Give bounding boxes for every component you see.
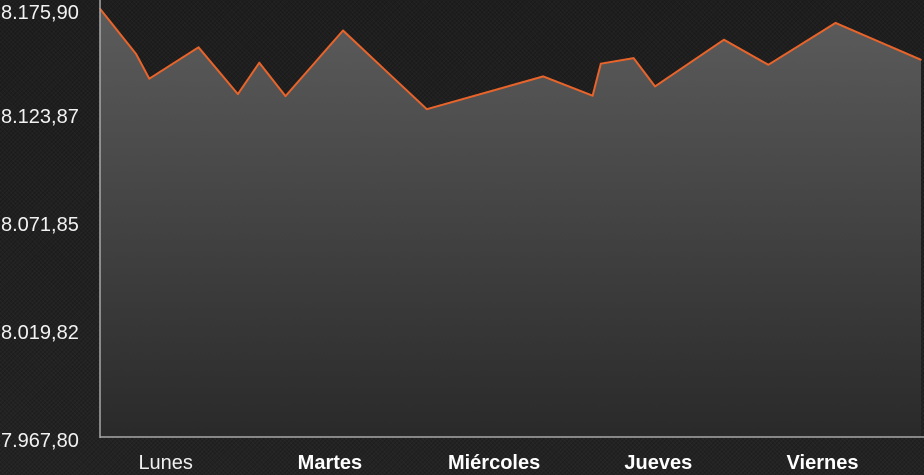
series-0-area bbox=[100, 8, 921, 437]
x-tick-label: Viernes bbox=[787, 452, 859, 474]
data-point bbox=[723, 38, 725, 41]
data-point bbox=[197, 46, 200, 49]
data-point bbox=[920, 59, 922, 61]
data-point bbox=[135, 53, 137, 55]
data-point bbox=[600, 62, 602, 65]
axis-layer bbox=[99, 0, 924, 438]
data-point bbox=[426, 108, 428, 110]
data-point bbox=[258, 61, 261, 64]
data-point bbox=[237, 93, 239, 95]
data-point bbox=[591, 94, 594, 97]
data-point bbox=[834, 22, 837, 24]
x-tick-label: Lunes bbox=[138, 452, 193, 474]
y-axis-labels: 8.175,90 8.123,87 8.071,85 8.019,82 7.967,80 bbox=[1, 2, 79, 452]
data-point bbox=[767, 64, 770, 66]
data-point bbox=[342, 29, 344, 32]
line-layer bbox=[99, 7, 922, 111]
data-point bbox=[632, 57, 635, 59]
y-tick-label: 7.967,80 bbox=[1, 430, 79, 452]
data-point bbox=[654, 85, 656, 88]
y-tick-label: 8.123,87 bbox=[1, 106, 79, 128]
area-layer bbox=[100, 8, 921, 437]
x-tick-label: Martes bbox=[298, 452, 362, 474]
x-tick-label: Jueves bbox=[624, 452, 692, 474]
data-point bbox=[542, 75, 545, 78]
series-0-line bbox=[99, 8, 922, 111]
data-point bbox=[284, 95, 287, 97]
y-tick-label: 8.019,82 bbox=[1, 322, 79, 344]
y-tick-label: 8.071,85 bbox=[1, 214, 79, 236]
x-tick-label: Miércoles bbox=[448, 452, 540, 474]
x-axis-labels: Lunes Martes Miércoles Jueves Viernes bbox=[138, 452, 858, 474]
y-tick-label: 8.175,90 bbox=[1, 2, 79, 24]
data-point bbox=[148, 77, 151, 80]
